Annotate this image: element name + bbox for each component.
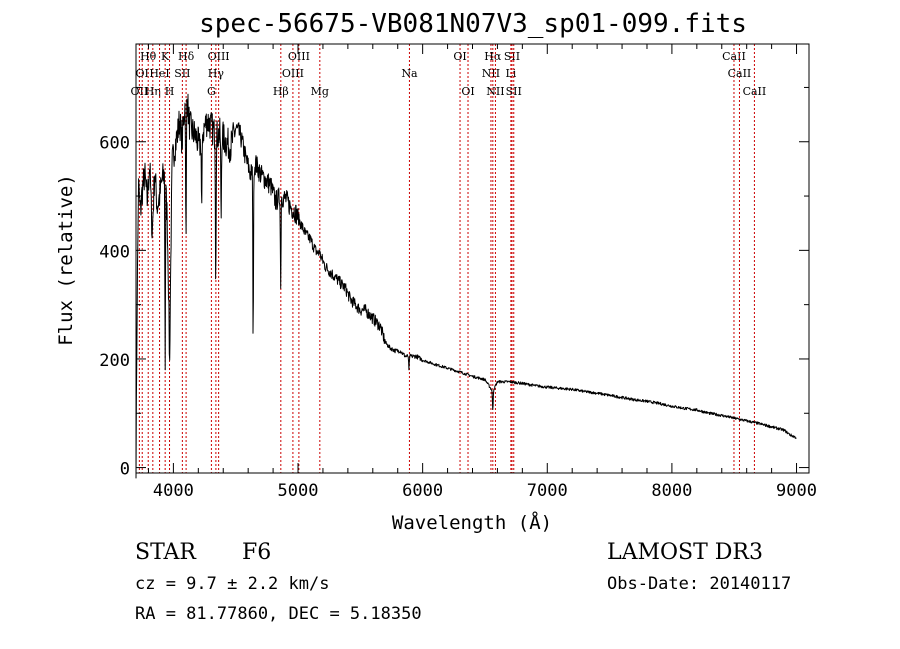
y-tick-label-2: 400: [99, 242, 130, 262]
coordinates: RA = 81.77860, DEC = 5.18350: [135, 604, 422, 624]
y-tick-label-0: 0: [120, 460, 130, 480]
y-tick-label-1: 200: [99, 351, 130, 371]
obs-date: Obs-Date: 20140117: [607, 574, 792, 594]
line-marker-label-22: Li: [505, 67, 516, 80]
line-marker-label-5: K: [161, 50, 170, 63]
line-marker-label-7: SII: [174, 67, 190, 80]
line-marker-label-25: CaII: [722, 50, 746, 63]
chart-title: spec-56675-VB081N07V3_sp01-099.fits: [199, 9, 747, 39]
line-marker-label-19: NII: [482, 67, 500, 80]
line-marker-label-11: OIII: [208, 50, 230, 63]
object-class: STAR: [135, 540, 196, 565]
y-tick-label-3: 600: [99, 134, 130, 154]
line-marker-label-24: SII: [506, 85, 522, 98]
line-marker-label-21: NII: [486, 85, 504, 98]
spectrum-trace-layer: [135, 93, 797, 479]
line-marker-label-1: OI: [136, 67, 149, 80]
line-marker-label-12: Hβ: [273, 85, 289, 98]
line-marker-label-23: SII: [504, 50, 520, 63]
line-marker-label-16: Na: [401, 67, 418, 80]
line-marker-label-18: OI: [461, 85, 474, 98]
line-marker-label-17: OI: [453, 50, 466, 63]
line-marker-label-10: Hγ: [208, 67, 225, 80]
y-axis-label: Flux (relative): [55, 174, 77, 346]
line-marker-label-26: CaII: [728, 67, 752, 80]
spectral-subclass: F6: [242, 540, 272, 565]
line-marker-layer: OII OI Hθ Hη HeI K H SII Hδ G Hγ OIII Hβ OIII OIII Mg Na…: [131, 44, 767, 473]
line-marker-label-9: G: [207, 85, 216, 98]
line-marker-label-27: CaII: [743, 85, 767, 98]
x-tick-label-3: 7000: [527, 481, 568, 501]
line-marker-label-8: Hδ: [178, 50, 195, 63]
tick-layer: 4000 5000 6000 7000 8000 9000 0 200 400 600: [99, 44, 817, 501]
x-tick-label-5: 9000: [776, 481, 817, 501]
x-tick-label-1: 5000: [278, 481, 319, 501]
spectrum-line: [135, 93, 797, 479]
line-marker-label-14: OIII: [288, 50, 310, 63]
line-marker-label-13: OIII: [282, 67, 304, 80]
survey-label: LAMOST DR3: [607, 540, 763, 565]
x-tick-label-4: 8000: [651, 481, 692, 501]
x-tick-label-2: 6000: [402, 481, 443, 501]
plot-frame: [135, 43, 810, 474]
line-marker-label-0: OII: [131, 85, 149, 98]
line-marker-label-15: Mg: [311, 85, 329, 98]
x-tick-label-0: 4000: [153, 481, 194, 501]
redshift-readout: cz = 9.7 ± 2.2 km/s: [135, 574, 330, 594]
line-marker-label-20: Hα: [484, 50, 502, 63]
line-marker-label-2: Hθ: [140, 50, 157, 63]
line-marker-label-6: H: [165, 85, 175, 98]
x-axis-label: Wavelength (Å): [392, 511, 552, 534]
line-marker-label-4: HeI: [149, 67, 169, 80]
line-marker-label-3: Hη: [145, 85, 161, 98]
